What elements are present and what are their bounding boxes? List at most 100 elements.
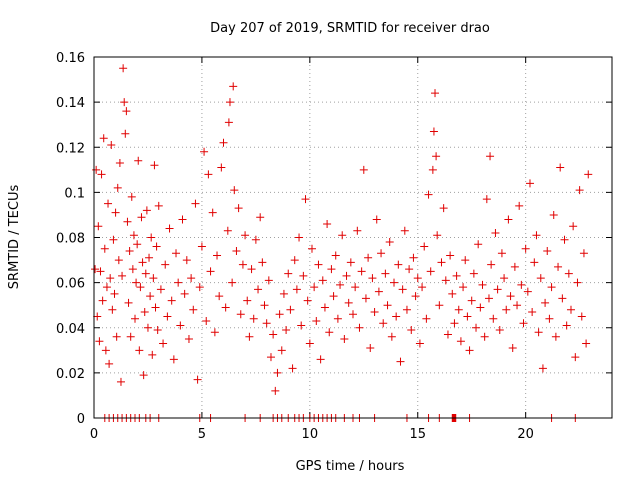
data-point bbox=[134, 156, 143, 165]
data-point bbox=[232, 247, 241, 256]
data-point bbox=[262, 319, 271, 328]
data-point bbox=[193, 375, 202, 384]
data-point bbox=[575, 186, 584, 195]
data-point bbox=[109, 235, 118, 244]
y-tick-label: 0.04 bbox=[56, 322, 85, 337]
x-tick-label: 0 bbox=[90, 427, 98, 442]
y-tick-label: 0.02 bbox=[56, 367, 85, 382]
data-point bbox=[584, 170, 593, 179]
plot-frame bbox=[93, 56, 613, 419]
data-point bbox=[146, 292, 155, 301]
data-point bbox=[465, 346, 474, 355]
data-point bbox=[491, 228, 500, 237]
data-point bbox=[111, 208, 120, 217]
data-points bbox=[91, 64, 593, 422]
data-point bbox=[113, 183, 122, 192]
data-point bbox=[122, 107, 131, 116]
data-point bbox=[357, 267, 366, 276]
data-point bbox=[547, 283, 556, 292]
data-point bbox=[353, 226, 362, 235]
data-point bbox=[200, 147, 209, 156]
data-point bbox=[310, 283, 319, 292]
data-point bbox=[95, 337, 104, 346]
data-point bbox=[241, 231, 250, 240]
data-point bbox=[152, 242, 161, 251]
y-axis-label: SRMTID / TECUs bbox=[7, 185, 22, 290]
data-point bbox=[115, 159, 124, 168]
data-point bbox=[374, 287, 383, 296]
data-point bbox=[426, 267, 435, 276]
data-point bbox=[256, 213, 265, 222]
data-point bbox=[398, 285, 407, 294]
data-point bbox=[133, 240, 142, 249]
data-point bbox=[569, 222, 578, 231]
data-point bbox=[140, 307, 149, 316]
data-point bbox=[251, 235, 260, 244]
data-point bbox=[305, 339, 314, 348]
data-point bbox=[320, 303, 329, 312]
data-point bbox=[100, 244, 109, 253]
data-point bbox=[513, 301, 522, 310]
data-point bbox=[92, 165, 101, 174]
data-point bbox=[448, 289, 457, 298]
data-point bbox=[331, 251, 340, 260]
data-point bbox=[176, 321, 185, 330]
data-point bbox=[195, 283, 204, 292]
data-point bbox=[452, 271, 461, 280]
data-point bbox=[409, 253, 418, 262]
data-point bbox=[508, 344, 517, 353]
data-point bbox=[219, 138, 228, 147]
data-point bbox=[338, 231, 347, 240]
data-point bbox=[174, 278, 183, 287]
data-point bbox=[478, 280, 487, 289]
data-point bbox=[135, 346, 144, 355]
data-point bbox=[132, 278, 141, 287]
data-point bbox=[407, 326, 416, 335]
data-point bbox=[150, 161, 159, 170]
data-point bbox=[523, 287, 532, 296]
data-point bbox=[260, 301, 269, 310]
data-point bbox=[172, 249, 181, 258]
data-point bbox=[538, 364, 547, 373]
data-point bbox=[431, 89, 440, 98]
data-point bbox=[493, 285, 502, 294]
data-point bbox=[564, 269, 573, 278]
data-point bbox=[292, 285, 301, 294]
data-point bbox=[94, 222, 103, 231]
data-point bbox=[106, 274, 115, 283]
data-point bbox=[424, 190, 433, 199]
data-point bbox=[582, 339, 591, 348]
data-point bbox=[500, 274, 509, 283]
data-point bbox=[182, 256, 191, 265]
data-point bbox=[579, 249, 588, 258]
data-point bbox=[102, 283, 111, 292]
data-point bbox=[566, 305, 575, 314]
data-point bbox=[551, 332, 560, 341]
data-point bbox=[396, 357, 405, 366]
data-point bbox=[525, 179, 534, 188]
data-point bbox=[486, 152, 495, 161]
data-point bbox=[480, 332, 489, 341]
data-point bbox=[137, 213, 146, 222]
data-point bbox=[277, 346, 286, 355]
data-point bbox=[230, 186, 239, 195]
data-point bbox=[284, 269, 293, 278]
data-point bbox=[159, 339, 168, 348]
data-point bbox=[98, 296, 107, 305]
data-point bbox=[429, 127, 438, 136]
data-point bbox=[489, 314, 498, 323]
data-point bbox=[141, 269, 150, 278]
data-point bbox=[346, 258, 355, 267]
data-point bbox=[534, 328, 543, 337]
data-point bbox=[400, 226, 409, 235]
data-point bbox=[264, 276, 273, 285]
data-point bbox=[446, 251, 455, 260]
data-point bbox=[204, 170, 213, 179]
data-point bbox=[236, 310, 245, 319]
data-point bbox=[435, 301, 444, 310]
data-point bbox=[528, 307, 537, 316]
data-point bbox=[165, 224, 174, 233]
data-point bbox=[359, 165, 368, 174]
data-point bbox=[379, 319, 388, 328]
data-point bbox=[340, 335, 349, 344]
